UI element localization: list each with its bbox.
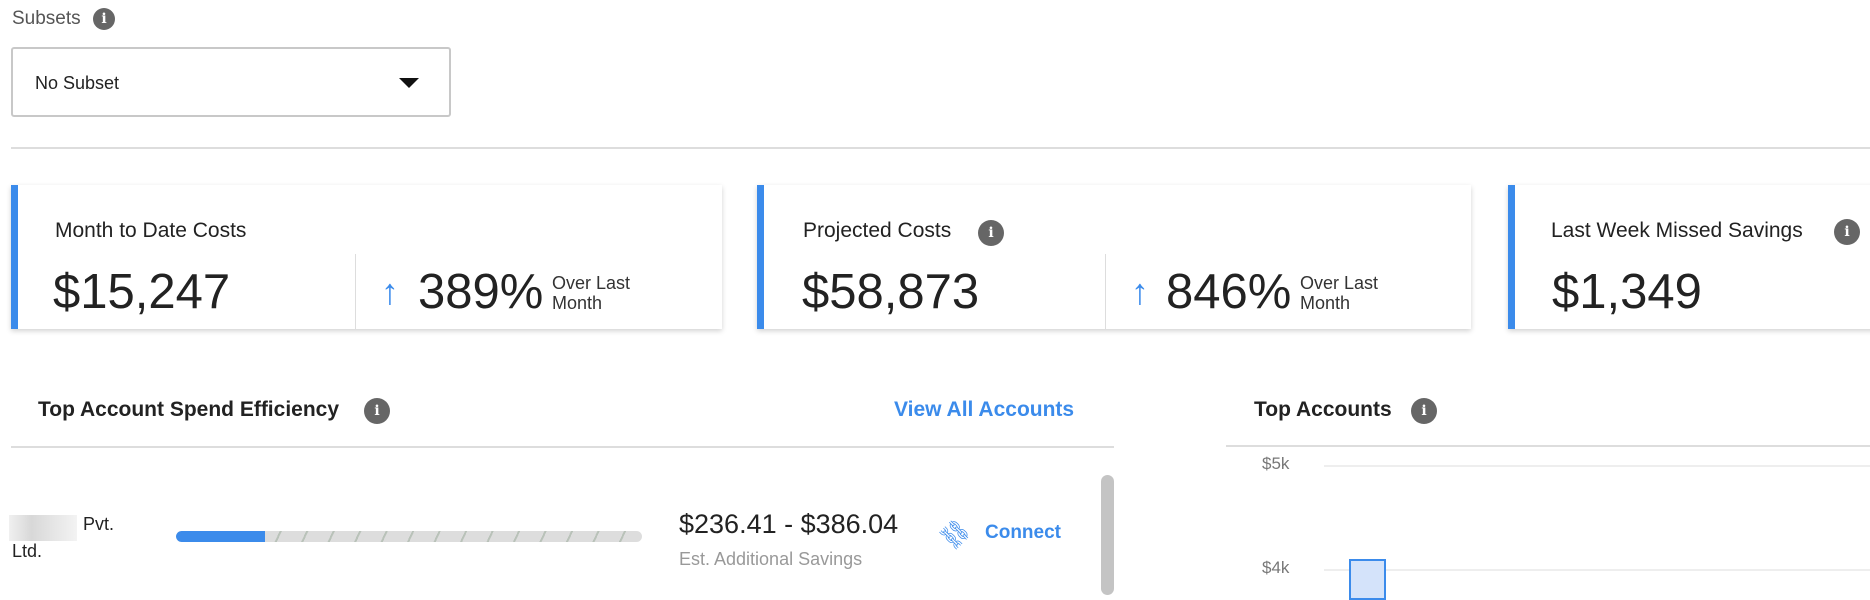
link-icon[interactable]: ⛓ — [934, 514, 976, 555]
card-value: $15,247 — [53, 265, 231, 319]
divider — [11, 147, 1870, 149]
info-icon[interactable]: i — [364, 398, 390, 424]
arrow-up-icon: ↑ — [1131, 271, 1149, 312]
efficiency-progress-bar — [176, 531, 642, 542]
card-change: 389% — [418, 265, 544, 319]
y-tick-label: $5k — [1262, 454, 1290, 473]
card-value: $58,873 — [802, 265, 980, 319]
card-change-label: Over Last Month — [552, 273, 630, 313]
info-icon[interactable]: i — [1411, 398, 1437, 424]
subset-selected: No Subset — [35, 73, 120, 93]
info-icon[interactable]: i — [978, 220, 1004, 246]
efficiency-progress-fill — [176, 531, 265, 542]
card-value: $1,349 — [1552, 265, 1702, 319]
arrow-up-icon: ↑ — [381, 271, 399, 312]
divider — [11, 446, 1114, 448]
card-change: 846% — [1166, 265, 1292, 319]
card-change-label: Over Last Month — [1300, 273, 1378, 313]
y-tick-label: $4k — [1262, 558, 1290, 577]
card-missed-savings — [1508, 185, 1870, 329]
chart-bar[interactable] — [1349, 558, 1386, 600]
savings-label: Est. Additional Savings — [679, 549, 863, 569]
card-divider — [1105, 254, 1106, 329]
change-label-line: Month — [552, 293, 603, 313]
view-all-accounts-link[interactable]: View All Accounts — [894, 398, 1075, 421]
card-month-to-date — [11, 185, 722, 329]
card-title: Month to Date Costs — [55, 219, 247, 242]
card-projected-costs — [757, 185, 1471, 329]
section-title: Top Account Spend Efficiency — [38, 398, 340, 421]
account-name[interactable]: Pvt. — [83, 514, 115, 534]
divider — [1226, 445, 1870, 447]
gridline — [1324, 465, 1870, 467]
savings-range: $236.41 - $386.04 — [679, 509, 899, 539]
card-divider — [355, 254, 356, 329]
scrollbar[interactable] — [1101, 475, 1114, 595]
subset-dropdown[interactable]: No Subset — [11, 47, 451, 117]
gridline — [1324, 569, 1870, 571]
change-label-line: Over Last — [552, 273, 631, 293]
redacted-account-name — [9, 515, 77, 541]
info-icon[interactable]: i — [1834, 219, 1860, 245]
section-title: Top Accounts — [1254, 398, 1392, 421]
change-label-line: Over Last — [1300, 273, 1379, 293]
account-name[interactable]: Ltd. — [12, 541, 43, 561]
change-label-line: Month — [1300, 293, 1351, 313]
card-title: Projected Costs — [803, 219, 952, 242]
info-icon[interactable]: i — [93, 8, 115, 30]
caret-down-icon — [399, 78, 419, 88]
subsets-label: Subsets — [12, 8, 81, 29]
connect-button[interactable]: Connect — [985, 522, 1061, 543]
card-title: Last Week Missed Savings — [1551, 219, 1803, 242]
